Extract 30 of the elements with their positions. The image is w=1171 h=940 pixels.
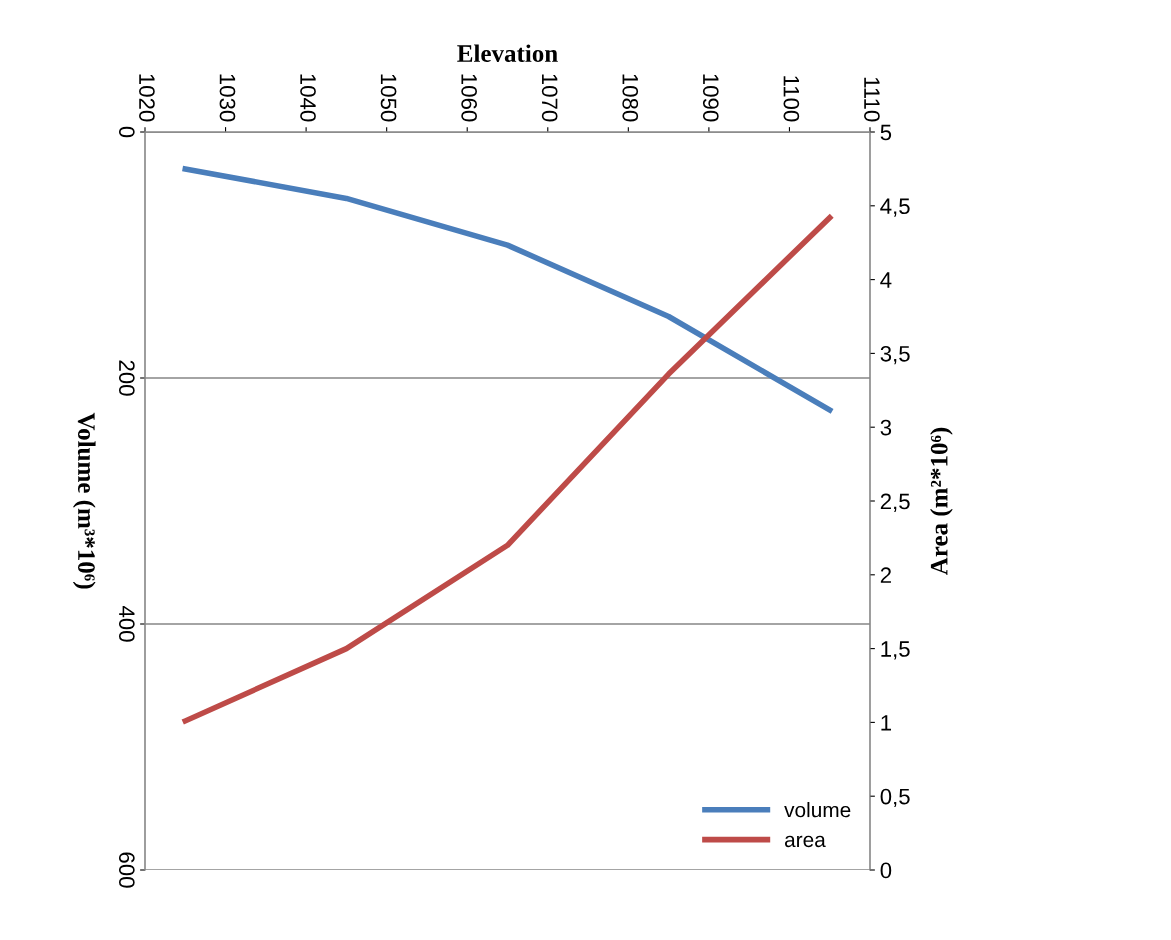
y2-tick-label: 1,5: [881, 641, 910, 660]
x-tick-label: 1030: [219, 74, 236, 122]
y-tick-label: 200: [118, 360, 135, 396]
y-tick-label: 0: [118, 126, 135, 138]
y-tick-label: 400: [118, 605, 135, 642]
y2-tick-label: 1: [881, 715, 891, 731]
y2-tick-label: 3: [880, 419, 892, 436]
y2-tick-label: 3,5: [880, 345, 910, 365]
x-tick-label: 1090: [702, 74, 719, 122]
x-tick-label: 1060: [461, 74, 477, 122]
x-tick-label: 1080: [622, 74, 639, 122]
legend-label: area: [784, 835, 826, 848]
y2-axis-title: Area (m²*10⁶): [930, 427, 953, 576]
y2-tick-label: 4,5: [880, 198, 910, 217]
y2-tick-label: 0: [880, 862, 892, 879]
x-axis-title: Elevation: [457, 44, 558, 62]
y-tick-label: 600: [118, 852, 135, 888]
y2-tick-label: 4: [880, 272, 892, 288]
y-axis-title: Volume (m³*10⁶): [72, 412, 96, 589]
x-tick-label: 1050: [380, 74, 397, 122]
y2-tick-label: 2,5: [880, 493, 910, 512]
x-tick-label: 1110: [864, 77, 880, 122]
x-tick-label: 1020: [139, 74, 155, 122]
x-tick-label: 1040: [300, 74, 316, 122]
legend-label: volume: [784, 801, 851, 818]
x-tick-label: 1100: [783, 76, 800, 122]
y2-tick-label: 0,5: [880, 788, 910, 808]
y2-tick-label: 2: [880, 567, 891, 583]
y2-tick-label: 5: [880, 124, 892, 141]
x-tick-label: 1070: [541, 74, 558, 122]
